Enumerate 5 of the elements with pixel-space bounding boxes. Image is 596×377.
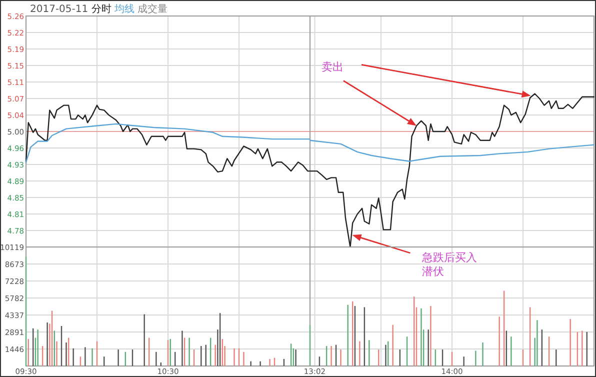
text: 均线 bbox=[113, 3, 138, 15]
chart-title: 2017-05-11 bbox=[30, 4, 92, 15]
annotation: 卖出 bbox=[322, 60, 344, 74]
text: 成交量 bbox=[138, 4, 168, 15]
text: 分时 bbox=[91, 3, 114, 15]
